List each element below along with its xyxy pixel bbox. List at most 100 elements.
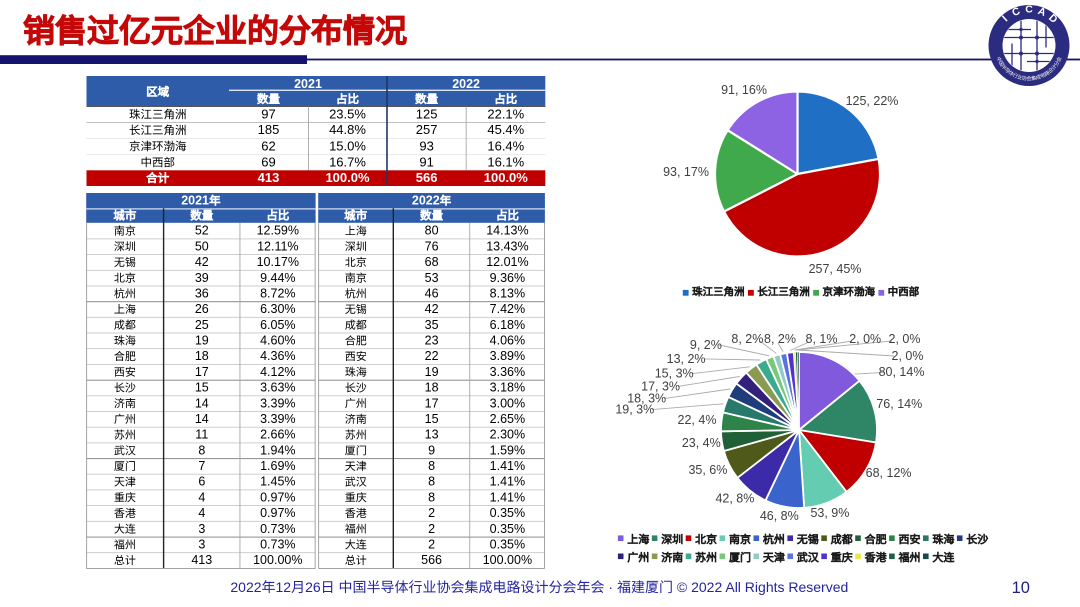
svg-text:3.63%: 3.63% (260, 381, 295, 395)
svg-text:4: 4 (198, 506, 205, 520)
svg-text:12.59%: 12.59% (257, 224, 299, 238)
svg-text:8, 1%: 8, 1% (806, 332, 838, 346)
svg-text:91: 91 (419, 154, 433, 169)
svg-text:35, 6%: 35, 6% (688, 463, 727, 477)
svg-text:16.4%: 16.4% (487, 138, 524, 153)
svg-text:1.41%: 1.41% (490, 490, 525, 504)
svg-text:80: 80 (425, 224, 439, 238)
svg-text:35: 35 (425, 318, 439, 332)
svg-text:18: 18 (195, 349, 209, 363)
svg-text:11: 11 (195, 428, 208, 442)
svg-text:23, 4%: 23, 4% (682, 436, 721, 450)
svg-text:9, 2%: 9, 2% (690, 338, 722, 352)
svg-text:14: 14 (195, 412, 209, 426)
svg-text:8, 2%: 8, 2% (764, 332, 796, 346)
svg-text:C: C (1010, 5, 1022, 19)
svg-text:6.18%: 6.18% (490, 318, 525, 332)
svg-text:2: 2 (428, 538, 435, 552)
svg-text:3: 3 (198, 538, 205, 552)
svg-text:17, 3%: 17, 3% (641, 379, 680, 393)
svg-text:13: 13 (425, 428, 439, 442)
svg-text:8: 8 (428, 490, 435, 504)
svg-text:16.7%: 16.7% (329, 154, 366, 169)
svg-text:69: 69 (261, 154, 275, 169)
svg-text:·: · (608, 579, 613, 595)
svg-text:16.1%: 16.1% (487, 154, 524, 169)
svg-text:23.5%: 23.5% (329, 106, 366, 121)
svg-text:68, 12%: 68, 12% (866, 466, 912, 480)
svg-text:8.72%: 8.72% (260, 287, 295, 301)
svg-text:8.13%: 8.13% (490, 287, 525, 301)
svg-text:42: 42 (425, 302, 439, 316)
svg-text:3: 3 (198, 522, 205, 536)
svg-text:4.60%: 4.60% (260, 334, 295, 348)
svg-text:0.73%: 0.73% (260, 522, 295, 536)
svg-text:50: 50 (195, 239, 209, 253)
svg-text:15.0%: 15.0% (329, 138, 366, 153)
svg-text:2.65%: 2.65% (490, 412, 525, 426)
svg-text:1.94%: 1.94% (260, 443, 295, 457)
svg-text:9.36%: 9.36% (490, 271, 525, 285)
svg-text:44.8%: 44.8% (329, 122, 366, 137)
svg-text:0.73%: 0.73% (260, 538, 295, 552)
svg-text:0.97%: 0.97% (260, 506, 295, 520)
svg-text:185: 185 (258, 122, 280, 137)
svg-text:100.0%: 100.0% (325, 170, 370, 185)
svg-text:125: 125 (416, 106, 438, 121)
svg-text:93: 93 (419, 138, 433, 153)
svg-text:100.0%: 100.0% (484, 170, 529, 185)
svg-text:19, 3%: 19, 3% (615, 403, 654, 417)
svg-text:76: 76 (425, 239, 439, 253)
svg-text:68: 68 (425, 255, 439, 269)
svg-text:10.17%: 10.17% (257, 255, 299, 269)
svg-text:2.30%: 2.30% (490, 428, 525, 442)
svg-text:4.36%: 4.36% (260, 349, 295, 363)
svg-text:8, 2%: 8, 2% (731, 332, 763, 346)
svg-text:15: 15 (195, 381, 209, 395)
svg-text:2: 2 (428, 522, 435, 536)
svg-text:13.43%: 13.43% (486, 239, 528, 253)
svg-text:93, 17%: 93, 17% (663, 165, 709, 179)
svg-text:2.66%: 2.66% (260, 428, 295, 442)
svg-text:A: A (1036, 5, 1048, 19)
svg-text:12.01%: 12.01% (486, 255, 528, 269)
svg-text:4.12%: 4.12% (260, 365, 295, 379)
svg-text:2022: 2022 (452, 77, 480, 91)
svg-text:4.06%: 4.06% (490, 334, 525, 348)
svg-text:C: C (1025, 4, 1033, 16)
svg-text:22.1%: 22.1% (487, 106, 524, 121)
svg-text:257, 45%: 257, 45% (809, 262, 862, 276)
svg-text:125, 22%: 125, 22% (846, 94, 899, 108)
svg-text:25: 25 (195, 318, 209, 332)
svg-text:9: 9 (428, 443, 435, 457)
svg-text:52: 52 (195, 224, 209, 238)
svg-text:6: 6 (198, 475, 205, 489)
svg-text:8: 8 (428, 475, 435, 489)
svg-text:I: I (1000, 13, 1010, 24)
svg-text:17: 17 (425, 396, 439, 410)
svg-text:413: 413 (258, 170, 280, 185)
svg-text:3.89%: 3.89% (490, 349, 525, 363)
svg-text:413: 413 (191, 553, 212, 567)
svg-text:13, 2%: 13, 2% (667, 352, 706, 366)
svg-text:2021: 2021 (181, 194, 209, 208)
svg-text:4: 4 (198, 490, 205, 504)
svg-text:3.18%: 3.18% (490, 381, 525, 395)
svg-text:2022: 2022 (412, 194, 440, 208)
svg-text:8: 8 (198, 443, 205, 457)
svg-text:26: 26 (305, 579, 321, 595)
svg-text:1.69%: 1.69% (260, 459, 295, 473)
svg-text:1.41%: 1.41% (490, 459, 525, 473)
svg-text:8: 8 (428, 459, 435, 473)
svg-text:14.13%: 14.13% (486, 224, 528, 238)
svg-text:76, 14%: 76, 14% (876, 397, 922, 411)
svg-text:6.05%: 6.05% (260, 318, 295, 332)
svg-text:45.4%: 45.4% (487, 122, 524, 137)
svg-text:0.97%: 0.97% (260, 490, 295, 504)
svg-text:53: 53 (425, 271, 439, 285)
svg-text:14: 14 (195, 396, 209, 410)
svg-text:19: 19 (425, 365, 439, 379)
svg-text:36: 36 (195, 287, 209, 301)
svg-text:0.35%: 0.35% (490, 506, 525, 520)
svg-text:2: 2 (428, 506, 435, 520)
